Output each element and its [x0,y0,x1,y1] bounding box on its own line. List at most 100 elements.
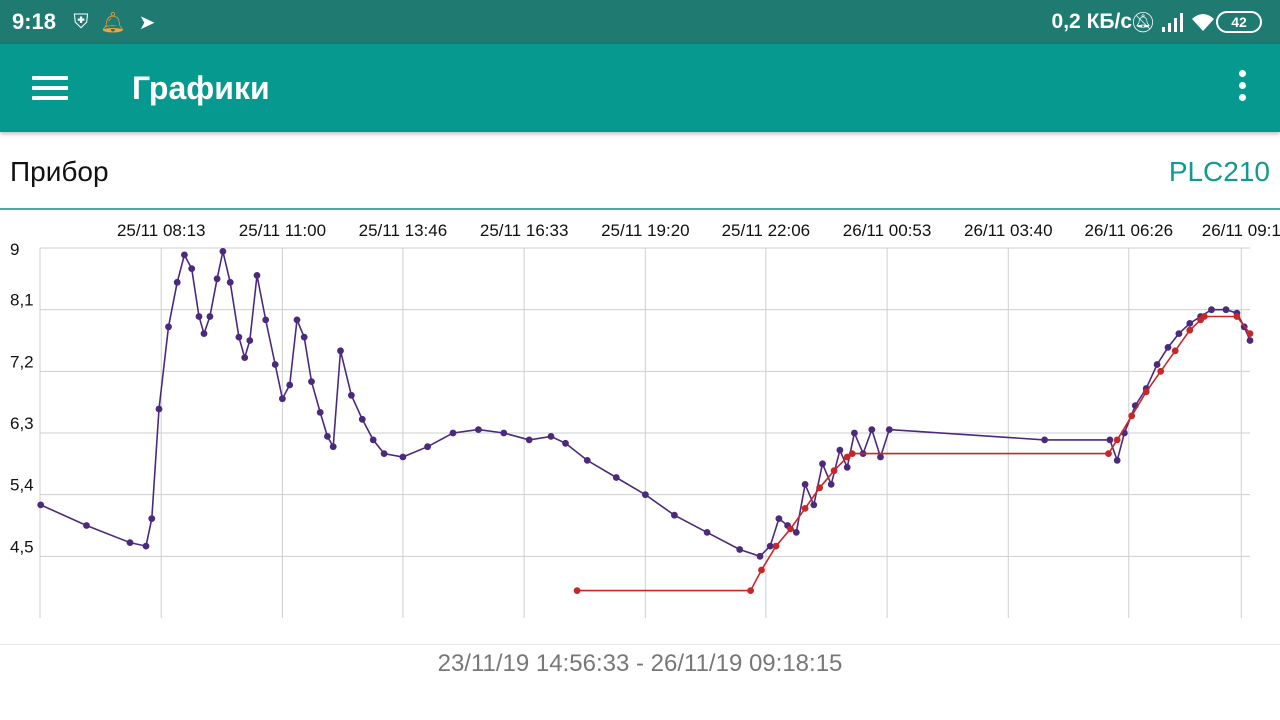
bell-icon: 🔔︎ [100,11,126,34]
data-point [399,453,407,461]
x-tick-label: 26/11 06:26 [1085,221,1174,240]
data-point [1200,313,1208,320]
device-label: Прибор [10,156,109,187]
data-point [1128,412,1136,420]
y-tick-label: 8,1 [10,291,34,310]
data-point [324,433,331,440]
x-tick-label: 25/11 19:20 [601,221,690,240]
device-row[interactable]: Прибор PLC210 [0,140,1280,208]
data-point [703,529,711,536]
data-point [1105,450,1112,457]
data-point [253,272,261,279]
data-point [1113,457,1121,464]
data-point [300,333,308,341]
data-point [286,381,294,389]
data-point [843,463,851,471]
data-point [1157,367,1165,375]
data-point [1142,388,1150,396]
telegram-icon: ➤ [138,11,156,34]
data-point [819,460,826,468]
x-tick-label: 25/11 22:06 [722,221,811,240]
series-1 [37,248,1254,560]
data-point [801,481,809,488]
wifi-icon [1190,8,1216,36]
data-point [612,474,620,481]
data-point [816,484,823,492]
data-point [155,405,163,413]
x-tick-label: 25/11 16:33 [480,221,569,240]
x-tick-label: 26/11 03:40 [964,221,1053,240]
data-point [766,542,774,550]
data-point [772,542,780,550]
data-point [348,391,355,399]
data-point [329,443,337,451]
data-point [787,525,794,533]
data-point [293,316,301,324]
x-tick-label: 26/11 00:53 [843,221,932,240]
data-point [810,501,818,509]
y-tick-label: 6,3 [10,414,34,433]
x-tick-label: 25/11 08:13 [117,221,206,240]
data-point [449,429,457,437]
data-point [583,457,591,464]
x-axis-ticks: 25/11 08:13 25/11 11:00 25/11 13:46 25/11 1… [117,221,1280,240]
data-point [316,409,324,416]
data-point [573,587,581,594]
status-bar: 9:18 ⛨ 🔔︎ ➤ 0,2 КБ/с 🔕︎ 42 [0,0,1280,44]
data-point [246,337,254,344]
data-point [213,275,221,283]
data-point [1153,361,1161,368]
data-point [279,395,286,403]
data-point [337,347,344,355]
chart[interactable]: 25/11 08:13 25/11 11:00 25/11 13:46 25/11 1… [0,212,1280,622]
data-point [195,313,203,320]
data-point [877,453,884,461]
data-point [358,415,366,423]
data-point [424,443,431,451]
data-point [262,316,270,324]
data-point [1171,347,1179,355]
footer-divider [0,644,1280,645]
network-speed: 0,2 КБ/с [1051,10,1132,33]
data-point [1186,320,1194,327]
battery-indicator: 42 [1216,11,1262,33]
device-value[interactable]: PLC210 [1168,156,1270,187]
data-point [843,453,851,461]
data-point [1246,337,1254,344]
series-line [577,315,1251,592]
data-point [736,546,744,553]
status-time: 9:18 [12,9,57,34]
data-point [271,361,279,368]
data-point [525,436,533,444]
data-point [848,450,856,457]
y-tick-label: 7,2 [10,352,34,371]
data-point [181,251,188,259]
data-point [235,333,243,341]
data-point [142,542,150,550]
data-point [1208,306,1215,314]
more-vert-icon[interactable] [1232,70,1252,106]
data-point [851,429,858,437]
data-point [775,515,783,522]
signal-icon [1160,8,1186,36]
data-point [206,313,214,320]
x-tick-label: 25/11 11:00 [239,221,326,240]
data-point [475,426,482,433]
x-tick-label: 26/11 09:1 [1202,221,1280,240]
data-point [188,265,196,272]
data-point [1041,436,1048,444]
data-point [200,330,208,337]
bell-off-icon: 🔕︎ [1130,11,1156,34]
data-point [369,436,377,444]
data-point [1186,326,1194,334]
data-point [126,539,134,546]
y-tick-label: 4,5 [10,537,34,556]
y-axis-ticks: 9 8,1 7,2 6,3 5,4 4,5 [10,240,34,556]
data-point [868,426,876,433]
hamburger-menu-icon[interactable] [32,72,72,104]
divider [0,208,1280,210]
data-point [1106,436,1114,444]
data-point [1246,330,1254,337]
data-point [1175,330,1183,337]
data-point [642,491,649,499]
